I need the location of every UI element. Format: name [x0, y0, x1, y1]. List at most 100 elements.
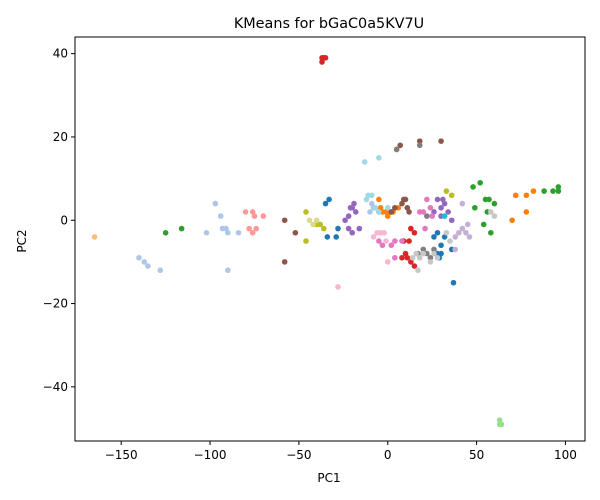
- data-point: [459, 200, 466, 207]
- series-9: [452, 200, 473, 253]
- data-point: [253, 225, 260, 232]
- data-point: [416, 142, 423, 149]
- data-point: [249, 229, 256, 236]
- data-point: [466, 234, 473, 240]
- data-point: [486, 196, 492, 203]
- data-point: [427, 204, 434, 211]
- data-point: [463, 229, 469, 236]
- data-point: [408, 225, 414, 232]
- data-point: [416, 138, 423, 144]
- data-point: [411, 229, 418, 236]
- data-point: [335, 284, 341, 290]
- data-point: [470, 184, 476, 190]
- data-point: [420, 209, 427, 215]
- data-point: [342, 217, 348, 224]
- data-point: [333, 234, 340, 240]
- series-3: [91, 234, 98, 240]
- data-point: [402, 196, 409, 203]
- data-point: [383, 238, 389, 244]
- y-tick-label: −20: [43, 297, 68, 311]
- data-point: [452, 234, 459, 240]
- data-point: [162, 229, 169, 236]
- data-point: [413, 250, 419, 257]
- data-point: [361, 159, 368, 165]
- data-point: [447, 238, 453, 244]
- data-point: [392, 238, 398, 244]
- data-point: [420, 250, 427, 257]
- data-point: [523, 209, 530, 215]
- data-point: [310, 221, 316, 228]
- data-point: [345, 213, 352, 219]
- data-point: [349, 229, 356, 236]
- data-point: [368, 200, 375, 207]
- series-11: [376, 196, 435, 261]
- data-point: [404, 254, 411, 261]
- series-7: [242, 209, 267, 236]
- data-point: [452, 246, 459, 253]
- data-point: [235, 229, 242, 236]
- series-2: [376, 188, 537, 224]
- data-point: [388, 209, 395, 215]
- data-point: [320, 225, 327, 232]
- data-point: [145, 263, 151, 269]
- data-point: [434, 254, 441, 261]
- x-tick-label: −100: [194, 448, 227, 462]
- x-tick-label: 0: [384, 448, 392, 462]
- data-point: [379, 242, 386, 249]
- data-point: [443, 188, 450, 194]
- series-1: [136, 200, 377, 274]
- data-point: [555, 188, 562, 194]
- data-point: [477, 179, 483, 186]
- data-point: [397, 142, 403, 149]
- data-point: [368, 192, 375, 199]
- data-point: [319, 59, 325, 65]
- data-point: [415, 267, 421, 274]
- data-point: [260, 213, 267, 219]
- data-point: [464, 221, 471, 228]
- data-point: [491, 213, 498, 219]
- x-tick-label: 100: [554, 448, 577, 462]
- data-point: [91, 234, 98, 240]
- data-point: [448, 192, 455, 199]
- data-point: [441, 213, 448, 219]
- chart-title: KMeans for bGaC0a5KV7U: [234, 16, 424, 32]
- data-point: [246, 225, 252, 232]
- data-point: [212, 200, 219, 207]
- data-point: [225, 229, 231, 236]
- data-point: [303, 238, 309, 244]
- x-axis-label: PC1: [317, 471, 340, 485]
- data-point: [434, 196, 441, 203]
- data-point: [324, 234, 331, 240]
- y-axis-label: PC2: [15, 229, 29, 252]
- data-point: [281, 259, 288, 265]
- data-point: [509, 217, 515, 224]
- x-tick-label: −150: [105, 448, 138, 462]
- data-point: [376, 154, 382, 161]
- y-tick-label: 40: [53, 47, 68, 61]
- series-17: [441, 213, 448, 219]
- data-point: [498, 421, 505, 428]
- data-point: [512, 192, 519, 199]
- data-point: [438, 242, 444, 249]
- data-point: [217, 213, 224, 219]
- data-point: [303, 209, 309, 215]
- data-point: [388, 242, 395, 249]
- data-point: [392, 204, 398, 211]
- plot-area: −150 −100 −50 0 50 100 −40 −20 0 20 40: [43, 36, 586, 462]
- data-point: [376, 238, 382, 244]
- data-point: [427, 259, 434, 265]
- data-point: [322, 200, 329, 207]
- series-16: [306, 217, 320, 228]
- data-point: [416, 254, 423, 261]
- y-tick-label: −40: [43, 380, 68, 394]
- data-point: [424, 196, 430, 203]
- data-point: [555, 184, 562, 190]
- data-point: [438, 138, 444, 144]
- data-point: [427, 254, 434, 261]
- data-point: [392, 254, 398, 261]
- data-point: [448, 217, 455, 224]
- data-point: [472, 204, 478, 211]
- data-point: [203, 229, 210, 236]
